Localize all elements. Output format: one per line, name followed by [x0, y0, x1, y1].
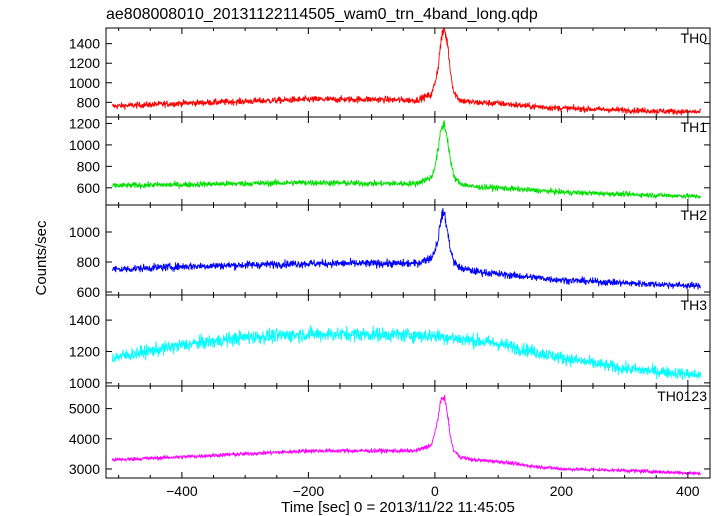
y-tick-label: 600 — [77, 180, 101, 196]
y-tick-label: 1400 — [69, 312, 100, 328]
series-line-th3 — [111, 325, 701, 380]
x-tick-label: 200 — [550, 483, 574, 499]
panel-th1: 600 800 1000 1200 TH1 — [69, 115, 711, 206]
series-line-th0123 — [111, 394, 701, 476]
y-tick-label: 1200 — [69, 55, 100, 71]
y-tick-label: 1200 — [69, 115, 100, 131]
y-tick-label: 1000 — [69, 75, 100, 91]
x-tick-label: 0 — [431, 483, 439, 499]
y-axis-label: Counts/sec — [33, 220, 50, 296]
panel-label-th1: TH1 — [681, 119, 708, 135]
x-tick-label: −200 — [293, 483, 325, 499]
series-line-th0 — [111, 28, 701, 116]
panel-frame — [105, 116, 711, 206]
x-tick-label: −400 — [166, 483, 198, 499]
panel-label-th0123: TH0123 — [657, 388, 707, 404]
y-tick-label: 800 — [77, 254, 101, 270]
panel-th0123: 3000 4000 5000 TH0123 — [69, 385, 711, 479]
y-tick-label: 1000 — [69, 224, 100, 240]
y-tick-label: 1000 — [69, 375, 100, 391]
y-tick-label: 5000 — [69, 401, 100, 417]
panel-frame — [105, 385, 711, 479]
y-tick-label: 1200 — [69, 343, 100, 359]
y-tick-label: 3000 — [69, 461, 100, 477]
y-tick-label: 4000 — [69, 431, 100, 447]
panel-th3: 1000 1200 1400 TH3 — [69, 294, 711, 391]
chart-title: ae808008010_20131122114505_wam0_trn_4ban… — [106, 6, 538, 23]
x-tick-labels: −400 −200 0 200 400 — [166, 483, 700, 499]
y-tick-label: 600 — [77, 284, 101, 300]
series-line-th1 — [111, 120, 701, 200]
x-tick-label: 400 — [676, 483, 700, 499]
panel-label-th0: TH0 — [681, 30, 708, 46]
panel-label-th3: TH3 — [681, 297, 708, 313]
y-tick-label: 800 — [77, 94, 101, 110]
panel-th0: 800 1000 1200 1400 TH0 — [69, 27, 711, 118]
y-tick-label: 1000 — [69, 137, 100, 153]
panel-frame — [105, 294, 711, 387]
y-tick-label: 800 — [77, 158, 101, 174]
x-axis-label: Time [sec] 0 = 2013/11/22 11:45:05 — [281, 499, 515, 516]
series-line-th2 — [111, 208, 701, 290]
panels: 800 1000 1200 1400 TH0 600 800 1000 1200 TH1 600 80… — [69, 27, 711, 479]
y-tick-label: 1400 — [69, 36, 100, 52]
panel-label-th2: TH2 — [681, 207, 708, 223]
panel-th2: 600 800 1000 TH2 — [69, 204, 711, 300]
